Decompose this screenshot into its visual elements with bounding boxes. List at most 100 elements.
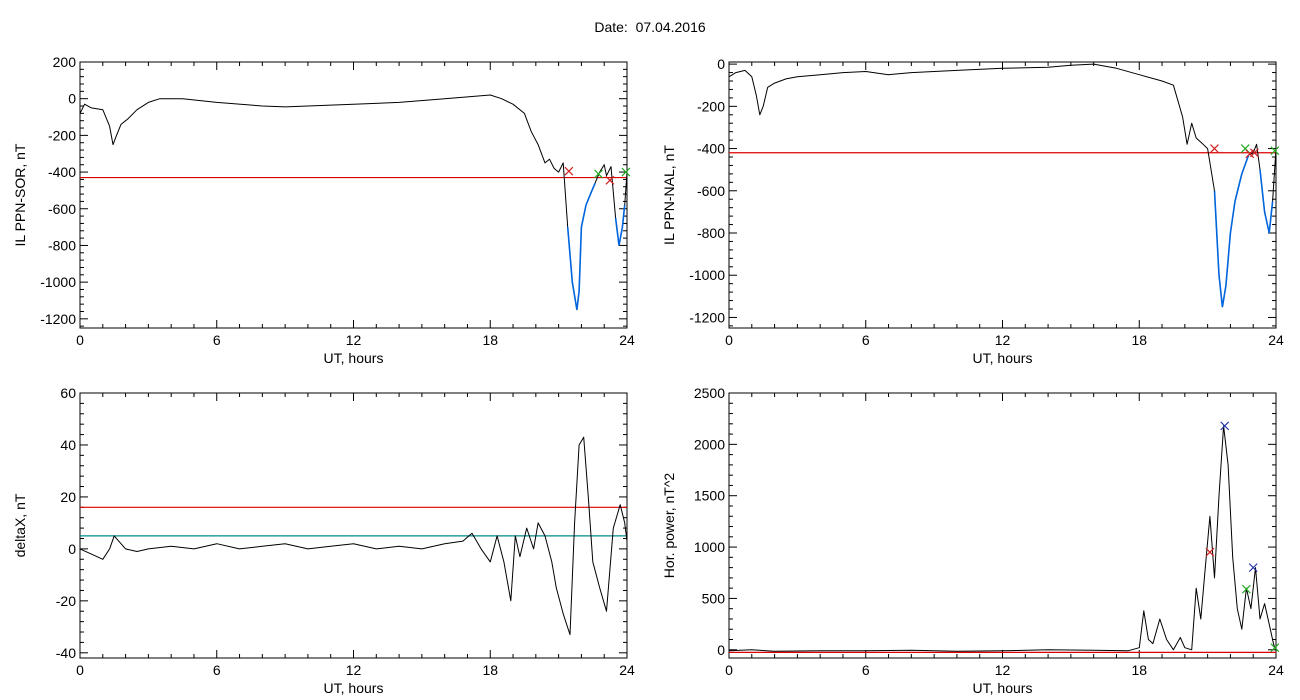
y-tick-label: 40 xyxy=(60,437,76,453)
x-tick-label: 12 xyxy=(346,332,362,348)
y-tick-label: -1200 xyxy=(689,309,725,325)
plot-area xyxy=(729,425,1276,653)
x-tick-label: 12 xyxy=(995,662,1011,678)
x-axis-label: UT, hours xyxy=(973,350,1033,366)
data-line xyxy=(80,436,627,636)
y-tick-label: 500 xyxy=(702,590,726,606)
x-tick-label: 18 xyxy=(1131,332,1147,348)
event-marker xyxy=(594,169,603,179)
below-threshold-line xyxy=(614,205,626,246)
event-marker xyxy=(1270,146,1280,156)
plot-frame xyxy=(728,61,1277,329)
chart-panel-4: 0 6 12 18 24 2500 2000 1500 1000 500 0 UT, hours Hor… xyxy=(661,385,1284,696)
event-marker xyxy=(564,166,574,176)
event-marker xyxy=(605,175,615,185)
y-tick-label: -400 xyxy=(48,164,76,180)
plot-area xyxy=(80,436,627,636)
x-axis-label: UT, hours xyxy=(324,680,384,696)
plot-frame xyxy=(79,392,628,659)
x-tick-label: 24 xyxy=(1268,662,1284,678)
x-tick-label: 24 xyxy=(1268,332,1284,348)
y-tick-label: -200 xyxy=(697,98,725,114)
y-tick-label: -20 xyxy=(56,593,76,609)
y-tick-label: -800 xyxy=(697,225,725,241)
x-tick-label: 24 xyxy=(619,662,635,678)
marker-stroke xyxy=(594,169,603,179)
below-threshold-line xyxy=(1259,169,1274,234)
y-tick-label: -800 xyxy=(48,237,76,253)
x-tick-label: 0 xyxy=(725,662,733,678)
y-tick-label: -40 xyxy=(56,645,76,661)
marker-stroke xyxy=(1270,643,1280,653)
x-tick-label: 0 xyxy=(76,662,84,678)
event-marker xyxy=(1249,148,1259,158)
x-tick-label: 18 xyxy=(1131,662,1147,678)
x-tick-label: 18 xyxy=(482,332,498,348)
x-tick-label: 6 xyxy=(213,332,221,348)
y-tick-label: 2500 xyxy=(694,385,725,401)
y-tick-label: 0 xyxy=(717,56,725,72)
chart-panel-1: 0 6 12 18 24 200 0 -200 -400 -600 -800 -1000 -1200 UT… xyxy=(12,54,635,366)
data-line xyxy=(80,94,627,311)
marker-stroke xyxy=(1270,146,1280,156)
plot-frame xyxy=(79,61,628,329)
x-tick-label: 0 xyxy=(76,332,84,348)
y-axis-label: deltaX, nT xyxy=(12,493,28,557)
marker-stroke xyxy=(1210,144,1219,153)
date-label: Date: xyxy=(594,19,628,35)
x-tick-label: 18 xyxy=(482,662,498,678)
chart-panel-2: 0 6 12 18 24 0 -200 -400 -600 -800 -1000 -1200 UT, h… xyxy=(661,56,1284,366)
data-line xyxy=(729,425,1276,652)
chart-panel-3: 0 6 12 18 24 60 40 20 0 -20 -40 UT, hours deltaX, nT xyxy=(12,385,635,696)
marker-stroke xyxy=(1248,563,1258,573)
below-threshold-line xyxy=(1213,154,1250,308)
figure-title: Date: 07.04.2016 xyxy=(0,19,1300,35)
x-tick-label: 6 xyxy=(862,662,870,678)
marker-stroke xyxy=(1205,547,1215,557)
date-value: 07.04.2016 xyxy=(635,19,706,35)
y-tick-label: -600 xyxy=(48,201,76,217)
y-tick-label: 60 xyxy=(60,385,76,401)
marker-stroke xyxy=(1240,144,1250,153)
y-tick-label: -600 xyxy=(697,183,725,199)
event-marker xyxy=(1205,547,1215,557)
y-tick-label: -1000 xyxy=(40,274,76,290)
x-axis-label: UT, hours xyxy=(324,350,384,366)
y-tick-label: -200 xyxy=(48,127,76,143)
event-marker xyxy=(1220,421,1230,431)
marker-stroke xyxy=(564,166,574,176)
plot-area xyxy=(729,63,1276,308)
marker-stroke xyxy=(1220,421,1230,431)
plot-area xyxy=(80,94,627,311)
marker-stroke xyxy=(1241,584,1251,594)
event-marker xyxy=(1248,563,1258,573)
event-marker xyxy=(1210,144,1219,153)
event-marker xyxy=(1270,643,1280,653)
y-tick-label: 0 xyxy=(68,541,76,557)
y-tick-label: -1000 xyxy=(689,267,725,283)
x-axis-label: UT, hours xyxy=(973,680,1033,696)
marker-stroke xyxy=(1249,148,1259,158)
x-tick-label: 6 xyxy=(862,332,870,348)
x-tick-label: 12 xyxy=(995,332,1011,348)
y-axis-label: IL PPN-SOR, nT xyxy=(12,143,28,246)
y-tick-label: -1200 xyxy=(40,311,76,327)
y-tick-label: -400 xyxy=(697,141,725,157)
x-tick-label: 6 xyxy=(213,662,221,678)
y-tick-label: 1500 xyxy=(694,488,725,504)
y-tick-label: 1000 xyxy=(694,539,725,555)
event-marker xyxy=(1241,584,1251,594)
below-threshold-line xyxy=(566,182,596,310)
x-tick-label: 12 xyxy=(346,662,362,678)
event-marker xyxy=(621,167,631,177)
marker-stroke xyxy=(605,175,615,185)
y-tick-label: 20 xyxy=(60,489,76,505)
y-axis-label: IL PPN-NAL, nT xyxy=(661,145,677,245)
y-tick-label: 200 xyxy=(53,54,77,70)
x-tick-label: 0 xyxy=(725,332,733,348)
y-tick-label: 2000 xyxy=(694,436,725,452)
marker-stroke xyxy=(621,167,631,177)
y-tick-label: 0 xyxy=(68,91,76,107)
y-tick-label: 0 xyxy=(717,642,725,658)
